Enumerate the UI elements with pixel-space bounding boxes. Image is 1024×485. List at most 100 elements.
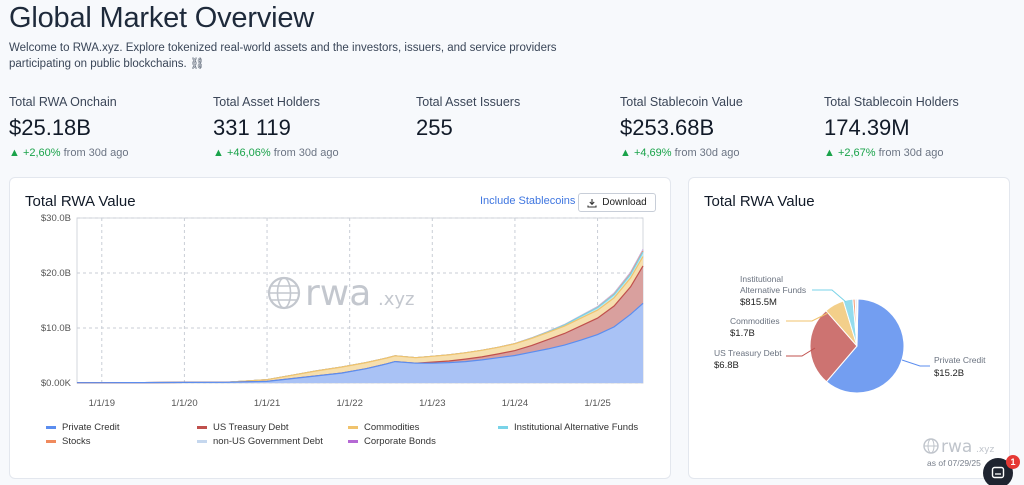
pie-label-institutional-line1: Institutional — [740, 274, 783, 284]
area-chart-title: Total RWA Value — [25, 193, 136, 210]
page-subtitle: Welcome to RWA.xyz. Explore tokenized re… — [9, 42, 557, 70]
stat-change-suffix: from 30d ago — [60, 147, 129, 159]
stat-label: Total Asset Holders — [213, 95, 320, 109]
stat-label: Total RWA Onchain — [9, 95, 117, 109]
y-tick-label: $20.0B — [41, 268, 71, 279]
pie-value-us-treasury: $6.8B — [714, 360, 739, 371]
legend-item-commodities[interactable]: Commodities — [348, 422, 419, 433]
legend-item-institutional[interactable]: Institutional Alternative Funds — [498, 422, 638, 433]
leader-commodities — [786, 312, 829, 322]
area-series — [77, 249, 644, 384]
x-tick-label: 1/1/23 — [419, 398, 445, 409]
globe-icon — [923, 438, 939, 454]
pie-label-commodities: Commodities — [730, 316, 780, 326]
chat-notification-badge: 1 — [1006, 455, 1020, 469]
globe-icon — [267, 276, 301, 310]
stat-value: 174.39M — [824, 115, 910, 140]
stat-value: $25.18B — [9, 115, 91, 140]
pie-slice-private-credit[interactable] — [825, 298, 905, 394]
pie-label-us-treasury: US Treasury Debt — [714, 348, 782, 358]
x-tick-label: 1/1/20 — [171, 398, 197, 409]
area-watermark: rwa .xyz — [267, 273, 414, 314]
legend-swatch — [348, 440, 358, 443]
y-tick-label: $10.0B — [41, 323, 71, 334]
legend-swatch — [46, 426, 56, 429]
x-tick-label: 1/1/19 — [89, 398, 115, 409]
area-commodities[interactable] — [77, 256, 643, 383]
stat-change: ▲ +4,69% — [620, 147, 672, 159]
stat-label: Total Stablecoin Holders — [824, 95, 959, 109]
stat-label: Total Stablecoin Value — [620, 95, 743, 109]
pie-label-institutional-line2: Alternative Funds — [740, 285, 806, 295]
y-tick-label: $0.00K — [41, 378, 72, 389]
chat-icon — [991, 466, 1005, 479]
download-label: Download — [602, 197, 647, 208]
legend-label: Institutional Alternative Funds — [514, 422, 639, 433]
stat-change-suffix: from 30d ago — [270, 147, 339, 159]
area-private-credit[interactable] — [77, 303, 643, 383]
legend-label: Commodities — [364, 422, 420, 433]
download-icon — [587, 198, 597, 208]
legend-item-corporate-bonds[interactable]: Corporate Bonds — [348, 436, 436, 447]
pie-label-private-credit: Private Credit — [934, 355, 986, 365]
pie-value-private-credit: $15.2B — [934, 368, 964, 379]
download-button[interactable]: Download — [578, 193, 656, 212]
stat-change-row: ▲ +2,67% from 30d ago — [824, 147, 1024, 159]
watermark-suffix: .xyz — [378, 289, 414, 310]
legend-label: US Treasury Debt — [213, 422, 289, 433]
stat-change: ▲ +46,06% — [213, 147, 271, 159]
pie-watermark-suffix: .xyz — [976, 445, 995, 455]
leader-us-treasury — [786, 347, 816, 357]
page-title: Global Market Overview — [9, 2, 315, 34]
stat-change: ▲ +2,67% — [824, 147, 876, 159]
stat-total-asset-issuers: Total Asset Issuers 255 — [416, 95, 616, 147]
pie-slice-us-treasury-debt[interactable] — [809, 310, 858, 383]
pie-value-institutional: $815.5M — [740, 297, 777, 308]
x-tick-label: 1/1/25 — [584, 398, 610, 409]
pie-labels: Institutional Alternative Funds $815.5M … — [714, 274, 986, 379]
leader-institutional — [812, 289, 847, 303]
x-tick-label: 1/1/21 — [254, 398, 280, 409]
legend-item-stocks[interactable]: Stocks — [46, 436, 91, 447]
stat-change-suffix: from 30d ago — [875, 147, 944, 159]
legend-label: non-US Government Debt — [213, 436, 323, 447]
legend-swatch — [46, 440, 56, 443]
stat-change-row: ▲ +4,69% from 30d ago — [620, 147, 820, 159]
legend-item-private-credit[interactable]: Private Credit — [46, 422, 120, 433]
stat-value: $253.68B — [620, 115, 715, 140]
pie-watermark: rwa .xyz as of 07/29/25 — [923, 437, 995, 468]
pie-watermark-text: rwa — [941, 437, 972, 457]
legend-swatch — [197, 426, 207, 429]
stat-total-asset-holders: Total Asset Holders 331 119 ▲ +46,06% fr… — [213, 95, 413, 159]
stat-change-suffix: from 30d ago — [671, 147, 740, 159]
leader-private-credit — [901, 359, 930, 367]
stat-total-rwa-onchain: Total RWA Onchain $25.18B ▲ +2,60% from … — [9, 95, 209, 159]
line-private-credit — [77, 302, 644, 384]
pie-value-commodities: $1.7B — [730, 328, 755, 339]
legend-swatch — [498, 426, 508, 429]
legend-label: Corporate Bonds — [364, 436, 436, 447]
legend-item-us-treasury[interactable]: US Treasury Debt — [197, 422, 289, 433]
stat-label: Total Asset Issuers — [416, 95, 521, 109]
legend-item-non-us-gov[interactable]: non-US Government Debt — [197, 436, 323, 447]
stat-change: ▲ +2,60% — [9, 147, 61, 159]
legend-label: Private Credit — [62, 422, 120, 433]
stat-change-row: ▲ +2,60% from 30d ago — [9, 147, 209, 159]
watermark-text: rwa — [305, 273, 371, 314]
pie-chart-title: Total RWA Value — [704, 193, 815, 210]
x-tick-label: 1/1/22 — [336, 398, 362, 409]
x-tick-label: 1/1/24 — [502, 398, 528, 409]
include-stablecoins-toggle[interactable]: Include Stablecoins — [480, 195, 576, 207]
as-of-date: as of 07/29/25 — [927, 458, 981, 468]
legend-swatch — [348, 426, 358, 429]
pie-slices — [809, 298, 905, 394]
stat-value: 255 — [416, 115, 453, 140]
area-axis: $0.00K $10.0B $20.0B $30.0B 1/1/19 1/1/20 1/1/… — [41, 213, 611, 409]
stat-value: 331 119 — [213, 115, 291, 140]
stat-total-stablecoin-holders: Total Stablecoin Holders 174.39M ▲ +2,67… — [824, 95, 1024, 159]
chat-button[interactable] — [983, 458, 1013, 485]
pie-slice-corporate-bonds[interactable] — [856, 298, 859, 347]
stat-total-stablecoin-value: Total Stablecoin Value $253.68B ▲ +4,69%… — [620, 95, 820, 159]
